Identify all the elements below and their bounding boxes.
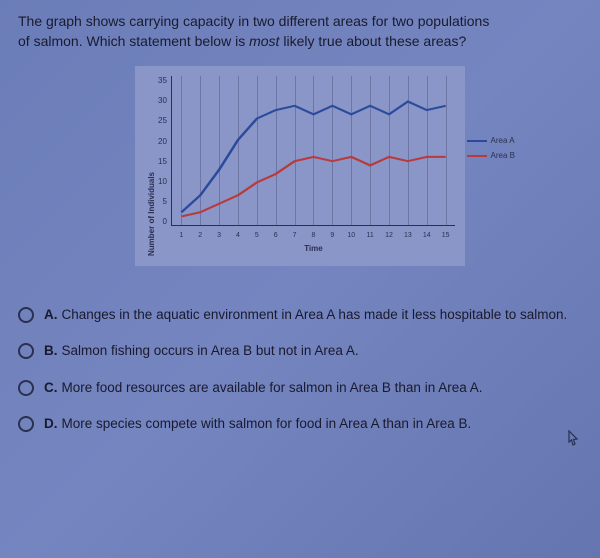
cursor-icon: [564, 430, 580, 453]
x-tick: 10: [342, 232, 361, 239]
option-b[interactable]: B. Salmon fishing occurs in Area B but no…: [18, 342, 582, 360]
option-d-body: More species compete with salmon for foo…: [62, 416, 472, 431]
option-b-letter: B.: [44, 343, 58, 358]
legend-item-b: Area B: [467, 151, 515, 160]
legend-b-swatch: [467, 155, 487, 157]
option-b-body: Salmon fishing occurs in Area B but not …: [62, 343, 359, 358]
y-tick: 30: [158, 96, 167, 105]
legend-a-swatch: [467, 140, 487, 142]
x-tick: 11: [361, 232, 380, 239]
radio-b[interactable]: [18, 343, 34, 359]
legend-item-a: Area A: [467, 136, 515, 145]
x-tick: 2: [191, 232, 210, 239]
y-tick: 35: [158, 76, 167, 85]
y-tick: 0: [158, 217, 167, 226]
x-tick: 8: [304, 232, 323, 239]
option-d[interactable]: D. More species compete with salmon for f…: [18, 415, 582, 433]
legend-a-label: Area A: [491, 136, 515, 145]
option-c-letter: C.: [44, 380, 58, 395]
y-tick: 10: [158, 177, 167, 186]
option-a[interactable]: A. Changes in the aquatic environment in …: [18, 306, 582, 324]
x-tick: 14: [417, 232, 436, 239]
x-tick: 1: [172, 232, 191, 239]
option-c-body: More food resources are available for sa…: [62, 380, 483, 395]
x-tick: 6: [266, 232, 285, 239]
radio-d[interactable]: [18, 416, 34, 432]
x-axis-label: Time: [172, 244, 455, 253]
option-c-text: C. More food resources are available for …: [44, 379, 483, 397]
option-d-text: D. More species compete with salmon for f…: [44, 415, 471, 433]
question-line1: The graph shows carrying capacity in two…: [18, 13, 489, 29]
y-tick: 15: [158, 157, 167, 166]
question-line2-post: likely true about these areas?: [279, 33, 466, 49]
option-c[interactable]: C. More food resources are available for …: [18, 379, 582, 397]
question-prompt: The graph shows carrying capacity in two…: [18, 12, 582, 51]
chart-svg: [172, 76, 455, 225]
x-axis-ticks: 1 2 3 4 5 6 7 8 9 10 11 12 13 14 15: [172, 232, 455, 239]
option-d-letter: D.: [44, 416, 58, 431]
x-tick: 9: [323, 232, 342, 239]
question-line2-pre: of salmon. Which statement below is: [18, 33, 249, 49]
option-a-text: A. Changes in the aquatic environment in …: [44, 306, 567, 324]
x-tick: 15: [436, 232, 455, 239]
y-axis-ticks: 35 30 25 20 15 10 5 0: [158, 76, 171, 226]
x-tick: 5: [247, 232, 266, 239]
x-tick: 3: [210, 232, 229, 239]
radio-a[interactable]: [18, 307, 34, 323]
y-tick: 20: [158, 137, 167, 146]
option-a-letter: A.: [44, 307, 58, 322]
option-a-body: Changes in the aquatic environment in Ar…: [62, 307, 568, 322]
legend-b-label: Area B: [491, 151, 515, 160]
radio-c[interactable]: [18, 380, 34, 396]
y-axis-label: Number of Individuals: [145, 76, 158, 256]
x-tick: 7: [285, 232, 304, 239]
question-line2-em: most: [249, 33, 279, 49]
chart-legend: Area A Area B: [467, 136, 515, 166]
answer-options: A. Changes in the aquatic environment in …: [18, 306, 582, 433]
x-tick: 12: [380, 232, 399, 239]
plot-area: 1 2 3 4 5 6 7 8 9 10 11 12 13 14 15 Time: [171, 76, 455, 226]
y-tick: 5: [158, 197, 167, 206]
x-tick: 4: [229, 232, 248, 239]
x-tick: 13: [398, 232, 417, 239]
option-b-text: B. Salmon fishing occurs in Area B but no…: [44, 342, 359, 360]
y-tick: 25: [158, 116, 167, 125]
chart-container: Number of Individuals 35 30 25 20 15 10 …: [135, 66, 465, 266]
